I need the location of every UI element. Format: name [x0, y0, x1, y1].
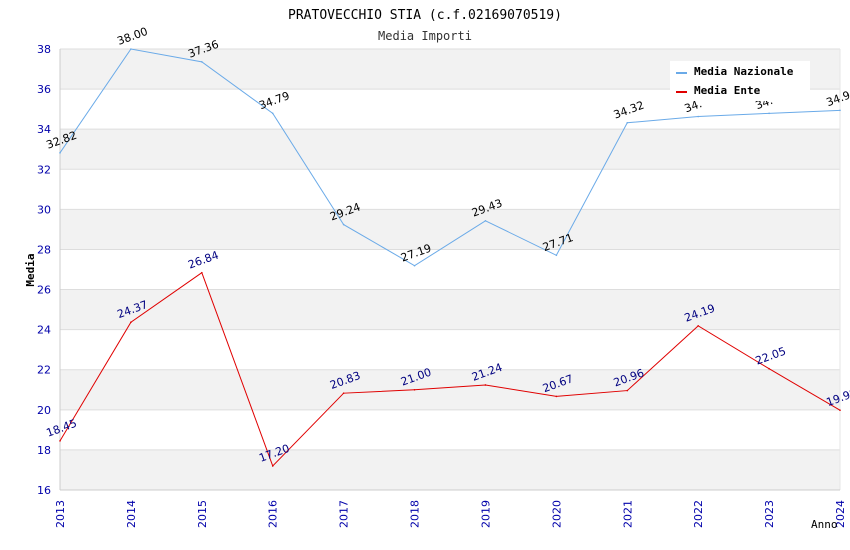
data-point: [697, 325, 699, 327]
y-tick-label: 16: [37, 484, 51, 497]
x-tick-label: 2015: [196, 500, 209, 528]
y-tick-label: 20: [37, 404, 51, 417]
data-point: [484, 219, 487, 222]
data-point: [342, 223, 345, 226]
data-point: [271, 112, 274, 115]
data-point: [839, 109, 841, 112]
grid-band: [60, 169, 840, 210]
grid-band: [60, 449, 840, 490]
x-tick-label: 2022: [692, 500, 705, 528]
y-tick-label: 36: [37, 83, 51, 96]
data-point: [271, 465, 274, 467]
x-tick-label: 2017: [338, 500, 351, 528]
data-point: [555, 395, 558, 398]
x-tick-label: 2021: [621, 500, 634, 528]
x-tick-label: 2020: [550, 500, 563, 528]
data-point: [626, 121, 629, 124]
data-label: 38.00: [115, 25, 149, 48]
x-tick-label: 2023: [763, 500, 776, 528]
grid-band: [60, 409, 840, 450]
legend-label-media-ente: Media Ente: [694, 84, 761, 97]
grid-band: [60, 369, 840, 410]
x-tick-label: 2024: [834, 500, 847, 528]
legend: Media Nazionale Media Ente: [670, 61, 810, 101]
data-point: [626, 389, 629, 392]
x-tick-label: 2016: [267, 500, 280, 528]
data-point: [768, 367, 770, 370]
data-point: [555, 254, 558, 257]
y-tick-label: 22: [37, 364, 51, 377]
data-point: [484, 384, 487, 386]
grid-band: [60, 329, 840, 370]
data-point: [342, 392, 345, 394]
chart-subtitle: Media Importi: [378, 29, 472, 43]
x-tick-label: 2019: [479, 500, 492, 528]
x-axis-label: Anno: [811, 518, 838, 531]
x-tick-label: 2013: [54, 500, 67, 528]
grid-band: [60, 249, 840, 290]
y-tick-label: 28: [37, 243, 51, 256]
x-tick-label: 2014: [125, 500, 138, 528]
grid-bands: [60, 49, 840, 490]
data-point: [130, 48, 132, 50]
series-lines: [59, 48, 841, 467]
x-tick-label: 2018: [409, 500, 422, 528]
data-point: [59, 152, 61, 154]
y-axis-ticks: 16 18 20 22 24 26 28 30 32 34 36 38: [37, 43, 51, 497]
data-point: [130, 321, 132, 324]
y-tick-label: 24: [37, 324, 51, 337]
data-point: [413, 264, 416, 267]
data-point: [201, 61, 203, 63]
y-tick-label: 18: [37, 444, 51, 457]
data-label: 34.: [683, 97, 704, 115]
data-point: [768, 112, 770, 115]
grid-band: [60, 129, 840, 170]
data-point: [201, 271, 203, 274]
y-tick-label: 26: [37, 284, 51, 297]
data-point: [413, 388, 416, 391]
chart-title: PRATOVECCHIO STIA (c.f.02169070519): [288, 8, 562, 23]
data-point: [839, 409, 841, 412]
data-point: [59, 440, 61, 442]
x-axis-ticks: 2013 2014 2015 2016 2017 2018 2019 2020 2021 2022…: [54, 500, 847, 528]
y-axis-label: Media: [24, 253, 37, 286]
series-line-media-ente: [59, 271, 841, 467]
y-tick-label: 32: [37, 163, 51, 176]
y-tick-label: 38: [37, 43, 51, 56]
data-point: [697, 115, 699, 118]
y-tick-label: 34: [37, 123, 51, 136]
grid-band: [60, 289, 840, 330]
legend-label-media-nazionale: Media Nazionale: [694, 65, 794, 78]
series-line-media-nazionale: [59, 48, 841, 267]
legend-background: [670, 61, 810, 101]
y-tick-label: 30: [37, 203, 51, 216]
